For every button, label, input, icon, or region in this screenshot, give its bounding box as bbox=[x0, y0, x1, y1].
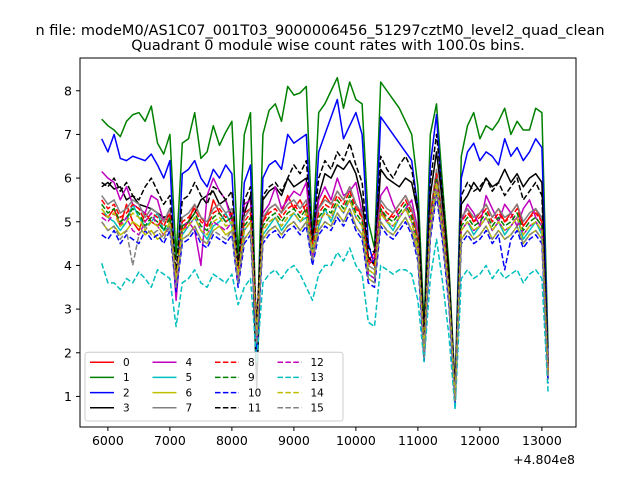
series-line-4 bbox=[101, 171, 549, 398]
series-line-13 bbox=[100, 238, 549, 411]
y-tick-label: 2 bbox=[64, 345, 72, 360]
x-tick-label: 8000 bbox=[216, 433, 248, 448]
legend-label-10: 10 bbox=[248, 387, 261, 399]
x-tick-label: 10000 bbox=[336, 433, 376, 448]
x-tick-label: 11000 bbox=[398, 433, 438, 448]
plot-area bbox=[79, 57, 577, 428]
series-line-1 bbox=[101, 76, 549, 389]
legend-label-4: 4 bbox=[186, 357, 193, 369]
legend-box bbox=[84, 351, 344, 422]
y-tick-label: 3 bbox=[64, 302, 72, 317]
legend-label-6: 6 bbox=[186, 387, 193, 399]
legend-label-12: 12 bbox=[311, 357, 324, 369]
legend-label-14: 14 bbox=[311, 387, 325, 399]
legend-label-9: 9 bbox=[248, 372, 255, 384]
legend-label-13: 13 bbox=[311, 372, 324, 384]
x-tick-label: 7000 bbox=[154, 433, 186, 448]
legend-label-5: 5 bbox=[186, 372, 193, 384]
y-tick-label: 8 bbox=[64, 83, 72, 98]
figure-suptitle: n file: modeM0/AS1C07_001T03_9000006456_… bbox=[35, 23, 604, 39]
legend-label-11: 11 bbox=[248, 403, 261, 415]
y-tick-label: 4 bbox=[64, 258, 72, 273]
series-line-11 bbox=[101, 133, 549, 393]
x-axis-offset-label: +4.804e8 bbox=[513, 452, 575, 467]
y-tick-label: 7 bbox=[64, 127, 72, 142]
legend-label-2: 2 bbox=[123, 387, 130, 399]
legend-label-0: 0 bbox=[123, 357, 130, 369]
axes-frame bbox=[79, 57, 577, 428]
chart-title: Quadrant 0 module wise count rates with … bbox=[131, 38, 525, 54]
y-tick-label: 5 bbox=[64, 214, 72, 229]
series-line-14 bbox=[101, 181, 549, 402]
series-line-2 bbox=[101, 98, 549, 393]
y-tick-label: 1 bbox=[64, 389, 72, 404]
legend-label-3: 3 bbox=[123, 403, 130, 415]
x-tick-label: 9000 bbox=[278, 433, 310, 448]
x-tick-label: 13000 bbox=[522, 433, 562, 448]
series-line-15 bbox=[101, 190, 549, 402]
x-axis: 6000 7000 8000 9000 10000 11000 12000 13000 bbox=[92, 427, 562, 448]
series-line-10 bbox=[101, 194, 549, 406]
x-tick-label: 6000 bbox=[92, 433, 124, 448]
legend-label-1: 1 bbox=[123, 372, 130, 384]
legend-label-7: 7 bbox=[186, 403, 193, 415]
legend-label-15: 15 bbox=[311, 403, 324, 415]
legend-label-8: 8 bbox=[248, 357, 255, 369]
y-axis: 1 2 3 4 5 6 7 8 bbox=[64, 83, 80, 404]
series-group bbox=[100, 76, 549, 411]
x-tick-label: 12000 bbox=[460, 433, 500, 448]
y-tick-label: 6 bbox=[64, 171, 72, 186]
